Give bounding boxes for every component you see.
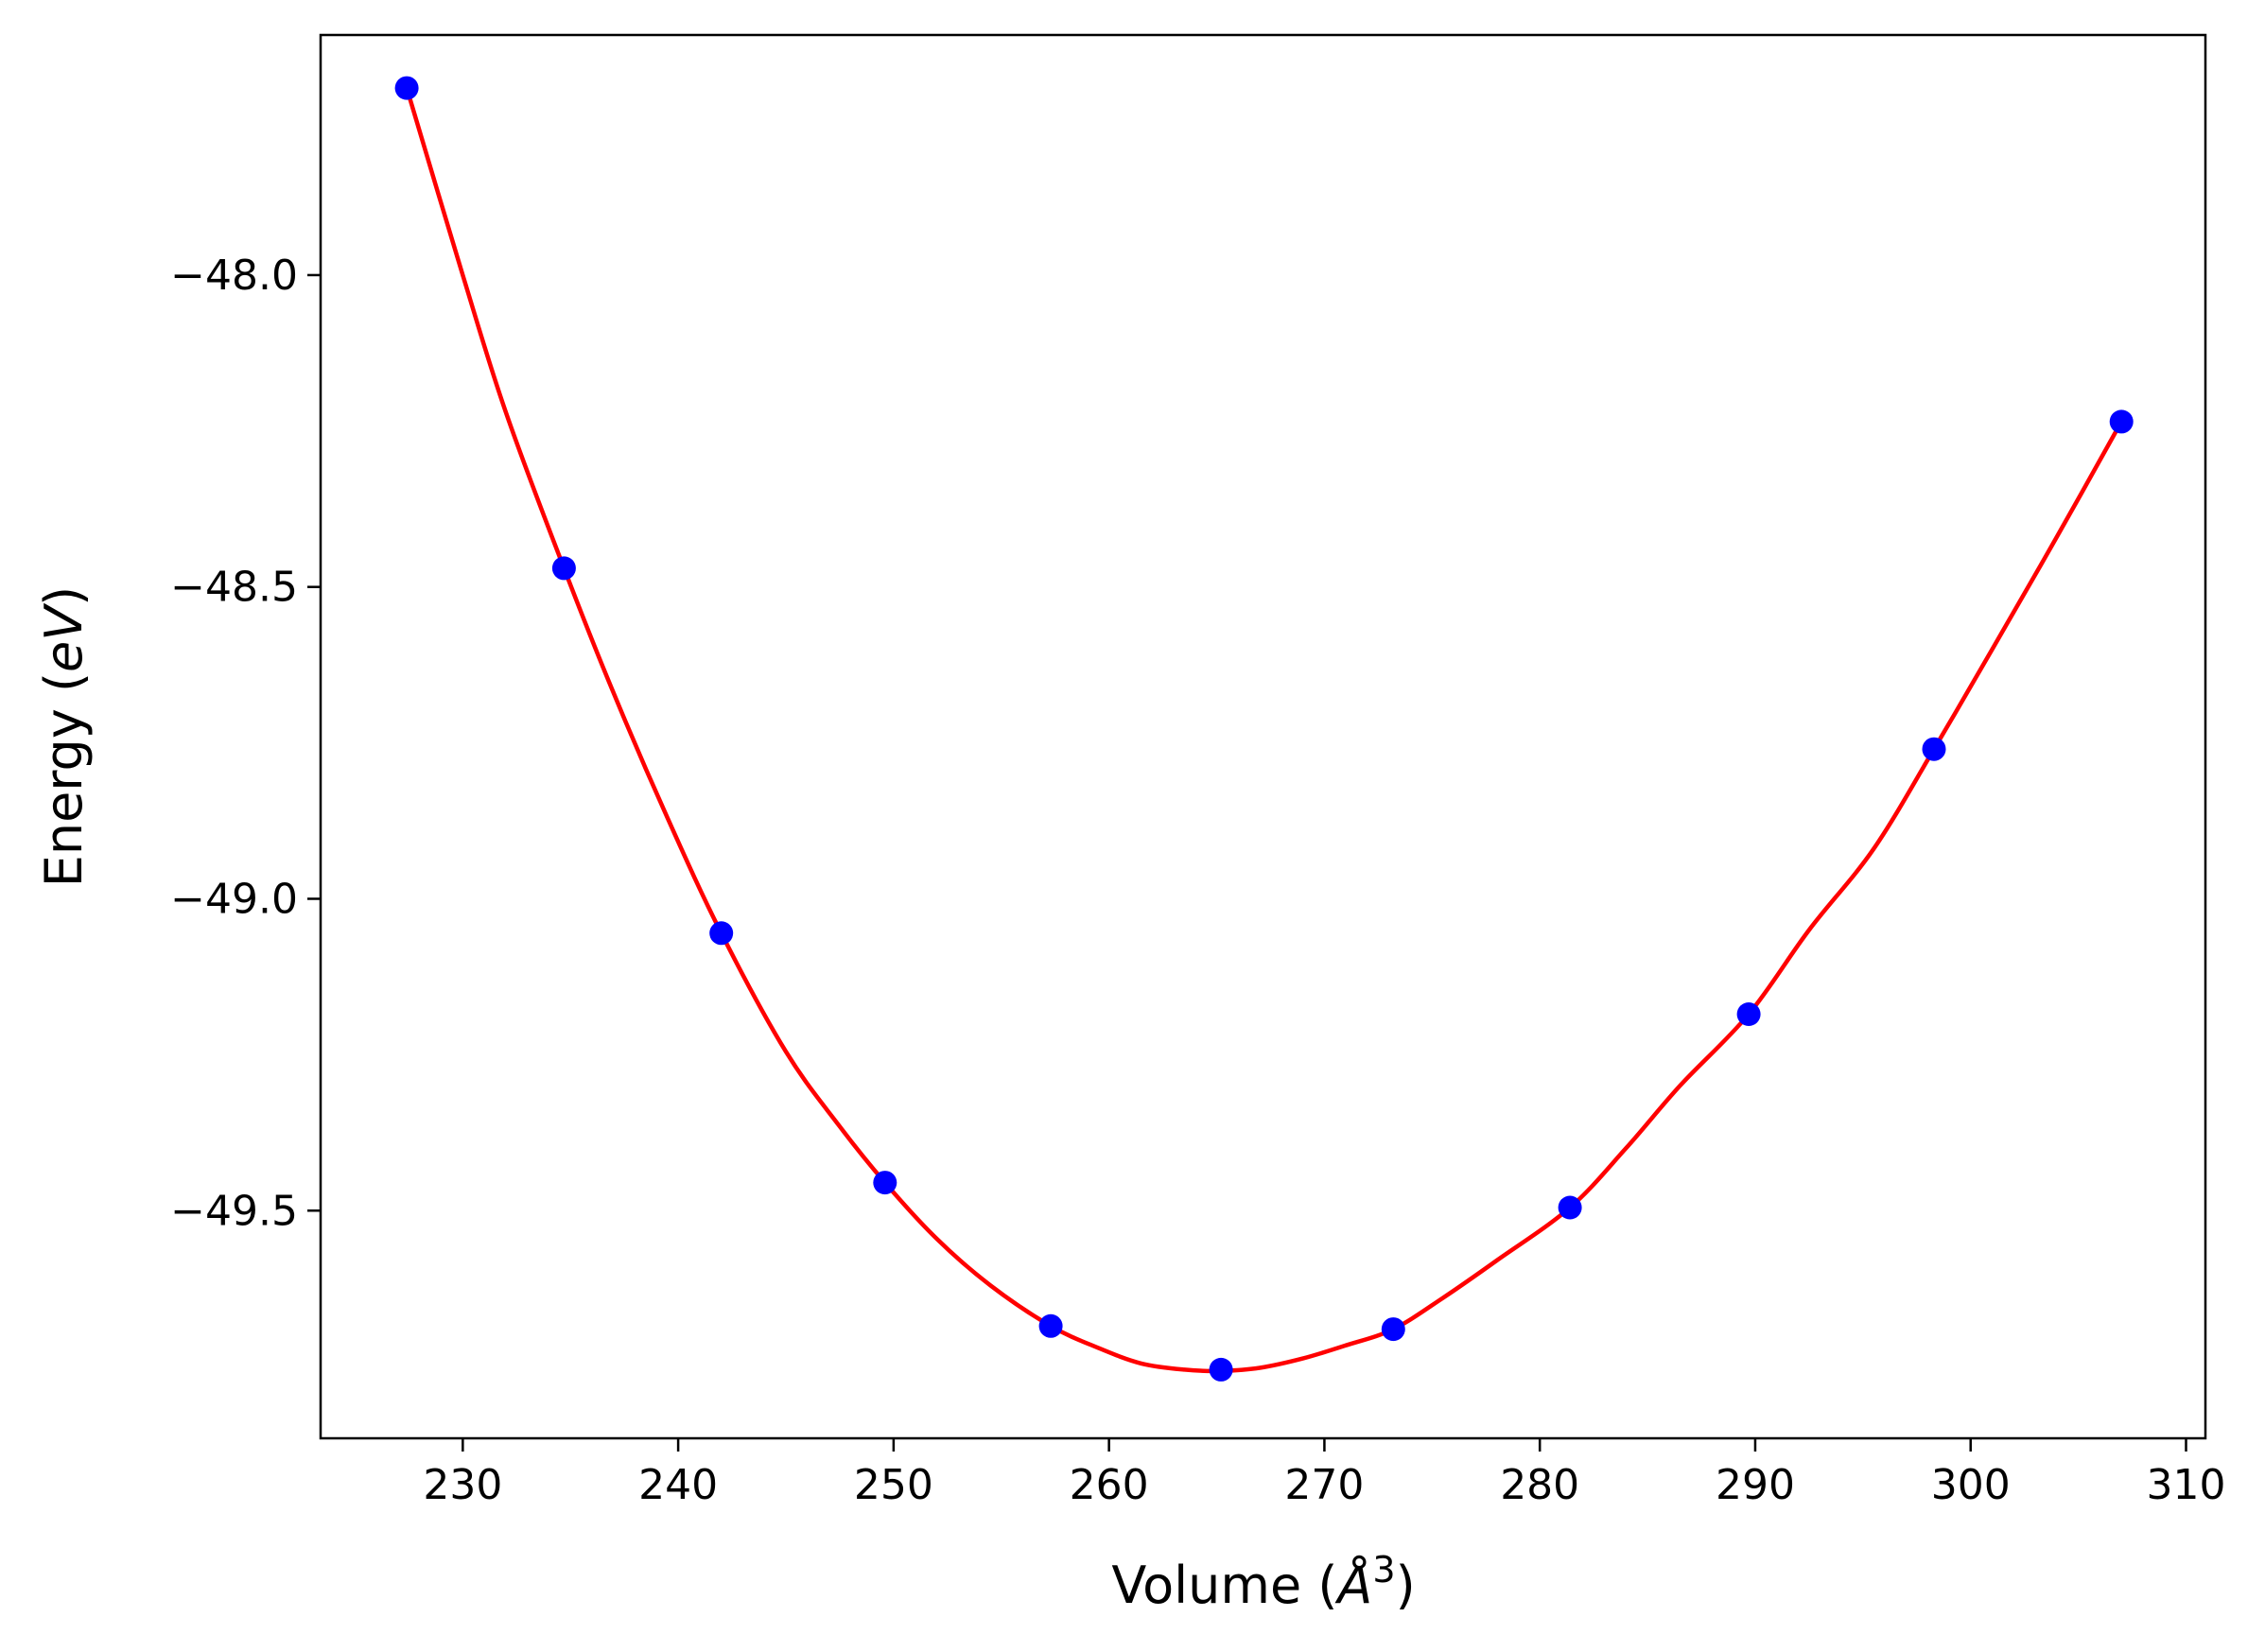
plot-frame xyxy=(319,33,2207,1440)
y-tick-label: −49.5 xyxy=(170,1187,298,1235)
fit-curve-layer xyxy=(404,87,2124,1374)
x-tick-label: 300 xyxy=(1931,1461,2011,1509)
data-point xyxy=(551,556,576,581)
data-point xyxy=(1209,1357,1233,1382)
data-point xyxy=(1038,1313,1063,1338)
x-tick-label: 250 xyxy=(854,1461,933,1509)
y-tick-label: −48.5 xyxy=(170,564,298,612)
fit-curve-line xyxy=(404,87,2124,1374)
x-tick-label: 270 xyxy=(1284,1461,1364,1509)
y-axis-label: Energy (eV) xyxy=(34,586,94,888)
x-tick-label: 260 xyxy=(1070,1461,1149,1509)
x-tick-label: 280 xyxy=(1500,1461,1579,1509)
x-tick-label: 290 xyxy=(1716,1461,1795,1509)
data-point xyxy=(1736,1002,1761,1026)
x-axis-ticks: 230 240 250 260 270 280 290 300 310 xyxy=(423,1438,2225,1509)
data-point xyxy=(2109,409,2134,434)
x-tick-label: 230 xyxy=(423,1461,502,1509)
data-points-layer xyxy=(394,76,2134,1382)
data-point xyxy=(873,1171,897,1195)
data-point xyxy=(1558,1195,1582,1220)
y-tick-label: −48.0 xyxy=(170,252,298,300)
data-point xyxy=(709,921,734,946)
y-tick-label: −49.0 xyxy=(170,875,298,923)
data-point xyxy=(394,76,419,100)
y-axis-ticks: −48.0 −48.5 −49.0 −49.5 xyxy=(170,252,321,1235)
data-point xyxy=(1381,1317,1405,1342)
x-tick-label: 240 xyxy=(638,1461,718,1509)
x-axis-label: Volume (Å3) xyxy=(1111,1549,1415,1615)
x-tick-label: 310 xyxy=(2147,1461,2226,1509)
data-point xyxy=(1922,737,1946,761)
